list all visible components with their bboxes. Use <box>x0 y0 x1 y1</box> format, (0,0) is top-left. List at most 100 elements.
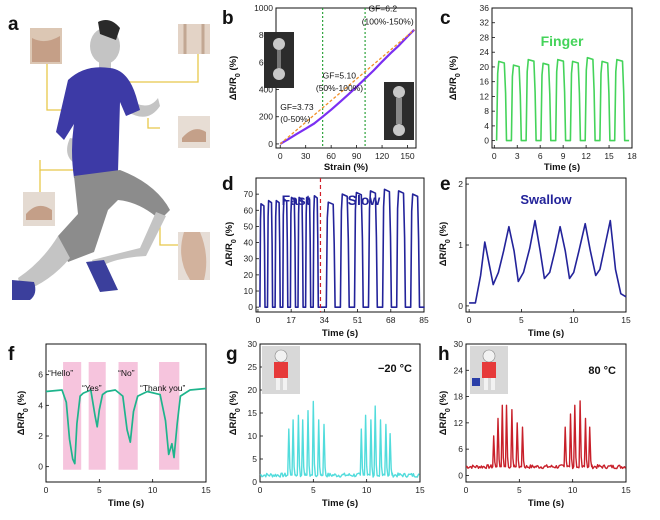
y-tick-label: 30 <box>454 339 464 349</box>
panel-letter-h: h <box>438 344 450 365</box>
x-tick-label: 90 <box>352 151 362 161</box>
plot-area <box>465 400 627 470</box>
x-tick-label: 15 <box>201 485 211 495</box>
x-tick-label: 5 <box>517 485 522 495</box>
y-tick-label: 8 <box>484 106 489 116</box>
x-tick-label: 0 <box>256 315 261 325</box>
x-tick-label: 34 <box>320 315 330 325</box>
y-axis-label: ΔR/R0 (%) <box>16 391 30 436</box>
y-tick-label: 0 <box>458 301 463 311</box>
y-tick-label: 15 <box>248 408 258 418</box>
y-tick-label: 30 <box>248 339 258 349</box>
data-series-line <box>279 28 416 145</box>
y-tick-label: 60 <box>244 205 254 215</box>
panel-e-swallow-chart: e 0 5 10 15 0 1 2 Time (s) ΔR/R0 (%) Swallow <box>438 174 631 339</box>
x-tick-label: 3 <box>515 151 520 161</box>
plot-frame <box>255 177 425 313</box>
y-tick-label: 5 <box>252 454 257 464</box>
y-tick-label: 20 <box>480 62 490 72</box>
x-tick-label: 30 <box>301 151 311 161</box>
x-axis-label: Time (s) <box>322 498 358 509</box>
plot-area <box>259 400 420 478</box>
gauge-factor-annotation: GF=6.2 <box>368 3 397 13</box>
chart-title: Swallow <box>520 192 572 207</box>
robot-photo <box>262 346 300 394</box>
fast-label: Fast <box>282 192 311 208</box>
finger-signal-line <box>495 56 630 142</box>
y-tick-label: 6 <box>38 370 43 380</box>
y-axis-label: ΔR/R0 (%) <box>228 56 242 101</box>
plot-frame <box>465 343 627 483</box>
y-tick-label: 10 <box>244 286 254 296</box>
cold-signal-line <box>259 400 420 478</box>
axis-ticks: 0 17 34 51 68 85 0 10 20 30 40 50 60 70 <box>244 189 429 325</box>
y-tick-label: 70 <box>244 189 254 199</box>
y-tick-label: 2 <box>458 179 463 189</box>
y-tick-label: 12 <box>480 91 490 101</box>
gauge-factor-annotation: (100%-150%) <box>362 16 414 26</box>
x-axis-label: Strain (%) <box>324 162 368 173</box>
x-tick-label: 10 <box>568 485 578 495</box>
x-tick-label: 0 <box>492 151 497 161</box>
y-axis-label: ΔR/R0 (%) <box>438 391 452 436</box>
y-tick-label: 0 <box>484 136 489 146</box>
x-tick-label: 9 <box>561 151 566 161</box>
y-tick-label: 20 <box>244 270 254 280</box>
word-bands <box>63 362 180 470</box>
annotation-thank-you: “Thank you” <box>140 383 186 393</box>
word-band <box>88 362 106 470</box>
y-axis-label: ΔR/R0 (%) <box>438 222 452 267</box>
y-tick-label: 4 <box>38 400 43 410</box>
x-tick-label: 68 <box>386 315 396 325</box>
x-tick-label: 120 <box>375 151 389 161</box>
plot-frame <box>45 343 207 483</box>
wrist-photo <box>178 116 210 148</box>
plot-area <box>45 387 207 465</box>
y-tick-label: 1 <box>458 240 463 250</box>
y-tick-label: 0 <box>38 462 43 472</box>
x-tick-label: 150 <box>400 151 414 161</box>
y-tick-label: 2 <box>38 431 43 441</box>
panel-a-illustration: a <box>8 14 210 300</box>
y-tick-label: 16 <box>480 77 490 87</box>
y-tick-label: 12 <box>454 418 464 428</box>
fit-line <box>279 29 415 145</box>
y-tick-label: 36 <box>480 3 490 13</box>
x-tick-label: 10 <box>569 315 579 325</box>
y-axis-label: ΔR/R0 (%) <box>448 56 462 101</box>
y-tick-label: 6 <box>458 444 463 454</box>
x-tick-label: 0 <box>258 485 263 495</box>
x-tick-label: 85 <box>419 315 429 325</box>
knee-photo <box>178 232 210 280</box>
y-tick-label: 24 <box>454 365 464 375</box>
word-band <box>118 362 138 470</box>
axis-ticks: 0 5 10 15 0 6 12 18 24 30 <box>454 339 631 495</box>
y-tick-label: 0 <box>458 470 463 480</box>
y-tick-label: 10 <box>248 431 258 441</box>
panel-h-hot-chart: h 0 5 10 15 0 6 12 18 24 30 Time (s) ΔR/R0 (%) 80… <box>438 339 631 509</box>
temperature-label: −20 °C <box>378 363 412 375</box>
y-tick-label: 1000 <box>254 3 273 13</box>
y-axis-label: ΔR/R0 (%) <box>224 222 238 267</box>
x-tick-label: 6 <box>538 151 543 161</box>
panel-letter-a: a <box>8 14 19 35</box>
y-tick-label: 32 <box>480 18 490 28</box>
x-tick-label: 60 <box>326 151 336 161</box>
hot-signal-line <box>465 400 627 470</box>
y-tick-label: 30 <box>244 254 254 264</box>
x-axis-label: Time (s) <box>528 328 564 339</box>
axis-ticks: 0 5 10 15 0 1 2 <box>458 179 631 325</box>
panel-letter-f: f <box>8 344 15 365</box>
x-tick-label: 15 <box>415 485 425 495</box>
annotation-yes: “Yes” <box>82 383 102 393</box>
gauge-factor-annotation: GF=5.10 <box>323 71 357 81</box>
y-tick-label: 4 <box>484 121 489 131</box>
y-tick-label: 20 <box>248 385 258 395</box>
y-tick-label: 0 <box>252 477 257 487</box>
neck-photo <box>178 24 210 54</box>
annotation-no: “No” <box>118 368 135 378</box>
